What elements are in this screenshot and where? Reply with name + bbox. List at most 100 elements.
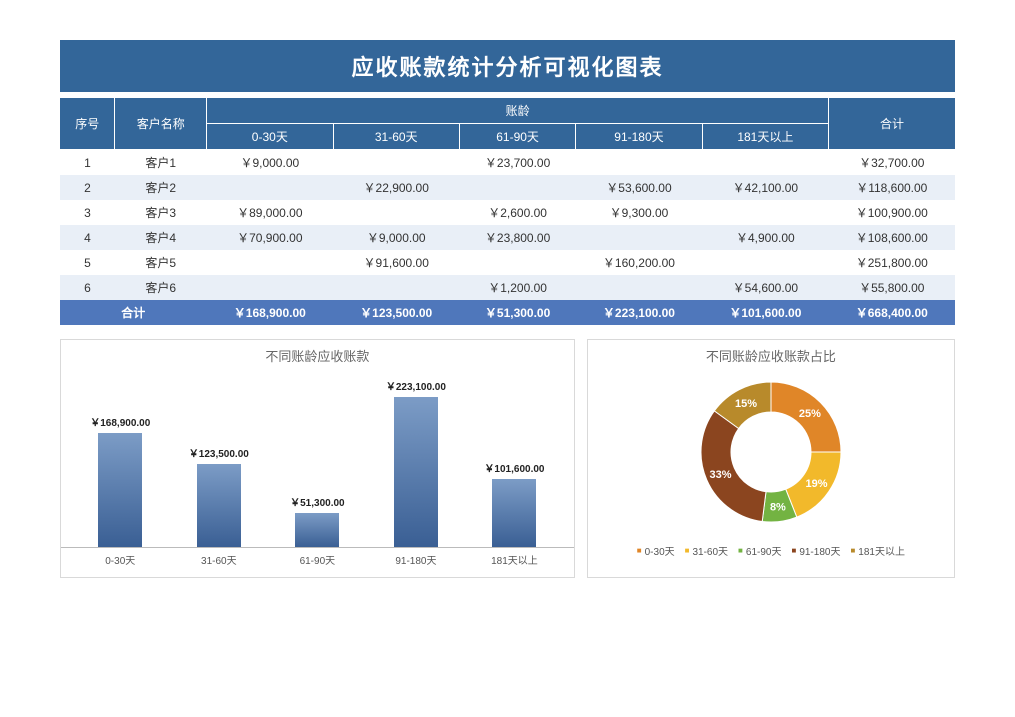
legend-label: 91-180天 [799,543,840,558]
bar-value-label: ￥223,100.00 [386,378,446,393]
footer-label: 合计 [60,300,207,325]
legend-label: 31-60天 [692,543,728,558]
cell-value: ￥9,300.00 [576,200,702,225]
col-bucket: 61-90天 [459,124,575,150]
cell-customer: 客户5 [115,250,207,275]
cell-seq: 1 [60,150,115,176]
table-row: 4客户4￥70,900.00￥9,000.00￥23,800.00￥4,900.… [60,225,955,250]
col-aging-group: 账龄 [207,98,829,124]
page-title: 应收账款统计分析可视化图表 [60,40,955,92]
cell-row-total: ￥108,600.00 [829,225,955,250]
donut-slice-label: 25% [799,408,821,420]
cell-customer: 客户2 [115,175,207,200]
donut-slice-label: 19% [805,478,827,490]
legend-label: 0-30天 [645,543,675,558]
bar-column: ￥168,900.00 [80,414,160,547]
bar-chart-card: 不同账龄应收账款 ￥168,900.00 ￥123,500.00 ￥51,300.0… [60,339,575,578]
cell-value [702,150,828,176]
cell-row-total: ￥118,600.00 [829,175,955,200]
cell-customer: 客户3 [115,200,207,225]
cell-value [333,150,459,176]
cell-value: ￥54,600.00 [702,275,828,300]
cell-row-total: ￥100,900.00 [829,200,955,225]
cell-customer: 客户6 [115,275,207,300]
col-bucket: 0-30天 [207,124,333,150]
legend-bullet: ■ [791,546,796,555]
legend-bullet: ■ [685,546,690,555]
footer-total: ￥668,400.00 [829,300,955,325]
footer-cell: ￥51,300.00 [459,300,575,325]
cell-value: ￥89,000.00 [207,200,333,225]
bar-column: ￥101,600.00 [474,460,554,547]
cell-row-total: ￥55,800.00 [829,275,955,300]
bar-xlabel: 31-60天 [179,552,259,567]
cell-value [333,200,459,225]
cell-value [576,150,702,176]
col-bucket: 31-60天 [333,124,459,150]
cell-value: ￥2,600.00 [459,200,575,225]
legend-item: ■0-30天 [637,543,675,558]
col-total: 合计 [829,98,955,150]
bar-chart-title: 不同账龄应收账款 [61,340,574,367]
table-row: 2客户2￥22,900.00￥53,600.00￥42,100.00￥118,6… [60,175,955,200]
cell-seq: 4 [60,225,115,250]
cell-value: ￥91,600.00 [333,250,459,275]
donut-chart-title: 不同账龄应收账款占比 [588,340,954,367]
bar-rect [197,464,241,547]
bar-value-label: ￥123,500.00 [189,445,249,460]
bar-column: ￥51,300.00 [277,494,357,547]
bar-rect [492,479,536,547]
table-row: 3客户3￥89,000.00 ￥2,600.00￥9,300.00 ￥100,900… [60,200,955,225]
bar-xlabel: 181天以上 [474,552,554,567]
cell-value [207,250,333,275]
cell-seq: 2 [60,175,115,200]
cell-seq: 5 [60,250,115,275]
bar-xlabel: 91-180天 [376,552,456,567]
cell-value [702,250,828,275]
cell-value: ￥1,200.00 [459,275,575,300]
cell-value: ￥9,000.00 [207,150,333,176]
footer-cell: ￥101,600.00 [702,300,828,325]
table-row: 5客户5 ￥91,600.00 ￥160,200.00 ￥251,800.00 [60,250,955,275]
bar-chart-area: ￥168,900.00 ￥123,500.00 ￥51,300.00 ￥223,100… [61,367,574,547]
bar-rect [394,397,438,547]
cell-value: ￥53,600.00 [576,175,702,200]
cell-value [576,275,702,300]
cell-value: ￥23,800.00 [459,225,575,250]
bar-xlabel: 0-30天 [80,552,160,567]
bar-value-label: ￥51,300.00 [290,494,345,509]
legend-item: ■91-180天 [791,543,840,558]
donut-svg: 25%19%8%33%15% [671,367,871,537]
table-row: 6客户6 ￥1,200.00 ￥54,600.00￥55,800.00 [60,275,955,300]
cell-value: ￥70,900.00 [207,225,333,250]
donut-slice-label: 8% [770,502,786,514]
col-bucket: 181天以上 [702,124,828,150]
bar-xlabel: 61-90天 [277,552,357,567]
cell-seq: 6 [60,275,115,300]
col-seq: 序号 [60,98,115,150]
col-bucket: 91-180天 [576,124,702,150]
bar-value-label: ￥168,900.00 [90,414,150,429]
cell-value: ￥4,900.00 [702,225,828,250]
cell-value [576,225,702,250]
cell-value: ￥23,700.00 [459,150,575,176]
table-row: 1客户1￥9,000.00￥23,700.00￥32,700.00 [60,150,955,176]
bar-rect [98,433,142,547]
legend-bullet: ■ [637,546,642,555]
footer-cell: ￥223,100.00 [576,300,702,325]
cell-row-total: ￥251,800.00 [829,250,955,275]
legend-item: ■181天以上 [850,543,905,558]
cell-customer: 客户1 [115,150,207,176]
cell-value: ￥160,200.00 [576,250,702,275]
cell-value [333,275,459,300]
bar-value-label: ￥101,600.00 [484,460,544,475]
bar-column: ￥123,500.00 [179,445,259,547]
cell-value [207,175,333,200]
legend-item: ■61-90天 [738,543,781,558]
legend-label: 61-90天 [746,543,782,558]
cell-customer: 客户4 [115,225,207,250]
bar-chart-xaxis: 0-30天 31-60天 61-90天 91-180天 181天以上 [61,547,574,577]
cell-value [702,200,828,225]
legend-label: 181天以上 [858,543,905,558]
cell-seq: 3 [60,200,115,225]
